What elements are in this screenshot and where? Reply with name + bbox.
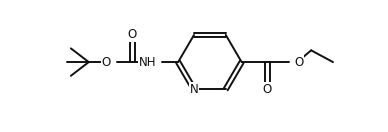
Text: O: O (101, 56, 111, 69)
Text: N: N (190, 83, 198, 96)
Text: NH: NH (139, 56, 156, 69)
Text: O: O (263, 83, 272, 96)
Text: O: O (128, 28, 137, 41)
Text: O: O (294, 56, 303, 69)
